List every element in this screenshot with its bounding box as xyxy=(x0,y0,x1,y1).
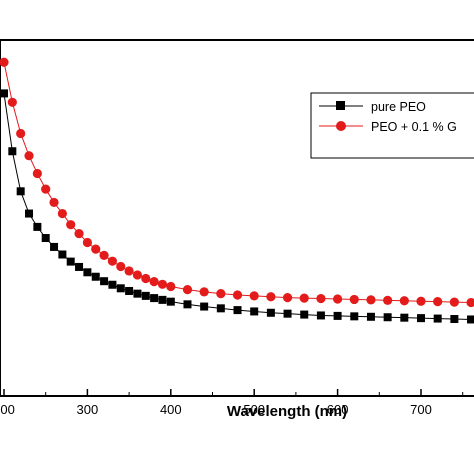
data-point-series-0 xyxy=(283,309,292,318)
data-point-series-1 xyxy=(466,297,474,308)
data-point-series-0 xyxy=(216,304,225,313)
data-point-series-1 xyxy=(132,270,143,280)
data-point-series-1 xyxy=(7,97,17,107)
data-point-series-1 xyxy=(216,289,226,299)
data-point-series-0 xyxy=(50,242,59,251)
data-point-series-1 xyxy=(99,250,109,260)
data-point-series-0 xyxy=(350,312,359,321)
data-point-series-1 xyxy=(366,295,376,305)
data-point-series-1 xyxy=(333,294,343,304)
x-axis-ticks: 200 300 400 500 600 700 xyxy=(0,389,464,417)
data-point-series-1 xyxy=(399,296,409,306)
data-point-series-0 xyxy=(125,286,134,295)
legend-label-peo-g: PEO + 0.1 % G xyxy=(371,120,457,134)
data-point-series-0 xyxy=(250,307,259,316)
data-point-series-1 xyxy=(449,297,459,307)
x-tick-label: 700 xyxy=(410,402,432,417)
data-point-series-1 xyxy=(16,128,26,139)
data-point-series-0 xyxy=(266,308,275,317)
data-point-series-0 xyxy=(158,295,167,304)
data-point-series-1 xyxy=(124,266,134,276)
data-point-series-0 xyxy=(25,209,34,218)
legend: pure PEO PEO + 0.1 % G xyxy=(310,92,474,159)
data-point-series-1 xyxy=(416,296,426,306)
data-point-series-1 xyxy=(157,279,168,289)
data-point-series-1 xyxy=(433,297,443,307)
data-point-series-1 xyxy=(57,208,67,219)
x-tick-label: 300 xyxy=(77,402,99,417)
data-point-series-1 xyxy=(266,292,276,302)
legend-label-pure-peo: pure PEO xyxy=(371,100,426,114)
data-point-series-1 xyxy=(383,295,393,305)
data-point-series-0 xyxy=(66,257,75,266)
data-point-series-0 xyxy=(75,262,84,271)
data-point-series-0 xyxy=(417,314,425,323)
data-point-series-0 xyxy=(16,187,25,196)
data-point-series-1 xyxy=(232,290,243,300)
data-point-series-0 xyxy=(83,268,92,277)
data-point-series-1 xyxy=(24,151,34,161)
data-point-series-1 xyxy=(249,291,259,301)
data-point-series-0 xyxy=(166,297,175,306)
data-point-series-0 xyxy=(91,272,100,281)
data-point-series-1 xyxy=(107,256,118,266)
x-tick-label: 400 xyxy=(160,402,182,417)
data-point-series-1 xyxy=(141,273,151,284)
data-point-series-0 xyxy=(133,289,142,298)
data-point-series-0 xyxy=(400,313,409,322)
data-point-series-0 xyxy=(108,280,117,289)
x-tick-label: 600 xyxy=(327,402,349,417)
x-tick-label: 500 xyxy=(243,402,265,417)
data-point-series-1 xyxy=(32,168,42,179)
data-point-series-0 xyxy=(450,315,459,324)
data-point-series-0 xyxy=(467,315,474,324)
data-point-series-1 xyxy=(282,293,293,303)
data-point-series-1 xyxy=(91,244,101,254)
data-point-series-0 xyxy=(141,291,150,300)
series-line-0 xyxy=(3,93,474,321)
data-point-series-0 xyxy=(100,277,109,286)
data-point-series-1 xyxy=(299,293,309,303)
data-point-series-0 xyxy=(8,147,17,156)
data-point-series-1 xyxy=(66,220,76,230)
data-point-series-1 xyxy=(0,57,9,67)
x-axis-title: Wavelength (nm) xyxy=(227,403,347,420)
data-point-series-1 xyxy=(116,261,126,272)
data-point-series-0 xyxy=(366,312,375,321)
data-point-series-1 xyxy=(316,293,326,304)
data-point-series-0 xyxy=(58,250,67,259)
data-point-series-0 xyxy=(0,89,8,98)
data-point-series-1 xyxy=(41,184,51,194)
series-layer xyxy=(0,57,474,324)
data-point-series-1 xyxy=(74,228,84,239)
data-point-series-1 xyxy=(182,285,193,295)
data-point-series-1 xyxy=(166,281,176,292)
data-point-series-0 xyxy=(316,311,325,320)
data-point-series-0 xyxy=(116,284,125,293)
legend-marker-peo-g xyxy=(336,121,346,131)
data-point-series-0 xyxy=(383,313,392,322)
legend-marker-pure-peo xyxy=(336,101,345,110)
data-point-series-0 xyxy=(233,306,242,315)
data-point-series-1 xyxy=(149,277,159,287)
data-point-series-0 xyxy=(333,311,342,320)
plot-frame xyxy=(0,39,474,397)
data-point-series-0 xyxy=(150,294,159,303)
data-point-series-0 xyxy=(41,234,50,243)
data-point-series-0 xyxy=(200,302,209,311)
data-point-series-0 xyxy=(33,222,42,231)
data-point-series-1 xyxy=(349,294,359,305)
data-point-series-0 xyxy=(433,314,442,323)
data-point-series-1 xyxy=(82,237,92,248)
x-tick-label: 200 xyxy=(0,402,15,417)
data-point-series-0 xyxy=(183,300,192,309)
data-point-series-1 xyxy=(199,287,209,297)
data-point-series-1 xyxy=(49,197,59,208)
data-point-series-0 xyxy=(300,310,309,319)
